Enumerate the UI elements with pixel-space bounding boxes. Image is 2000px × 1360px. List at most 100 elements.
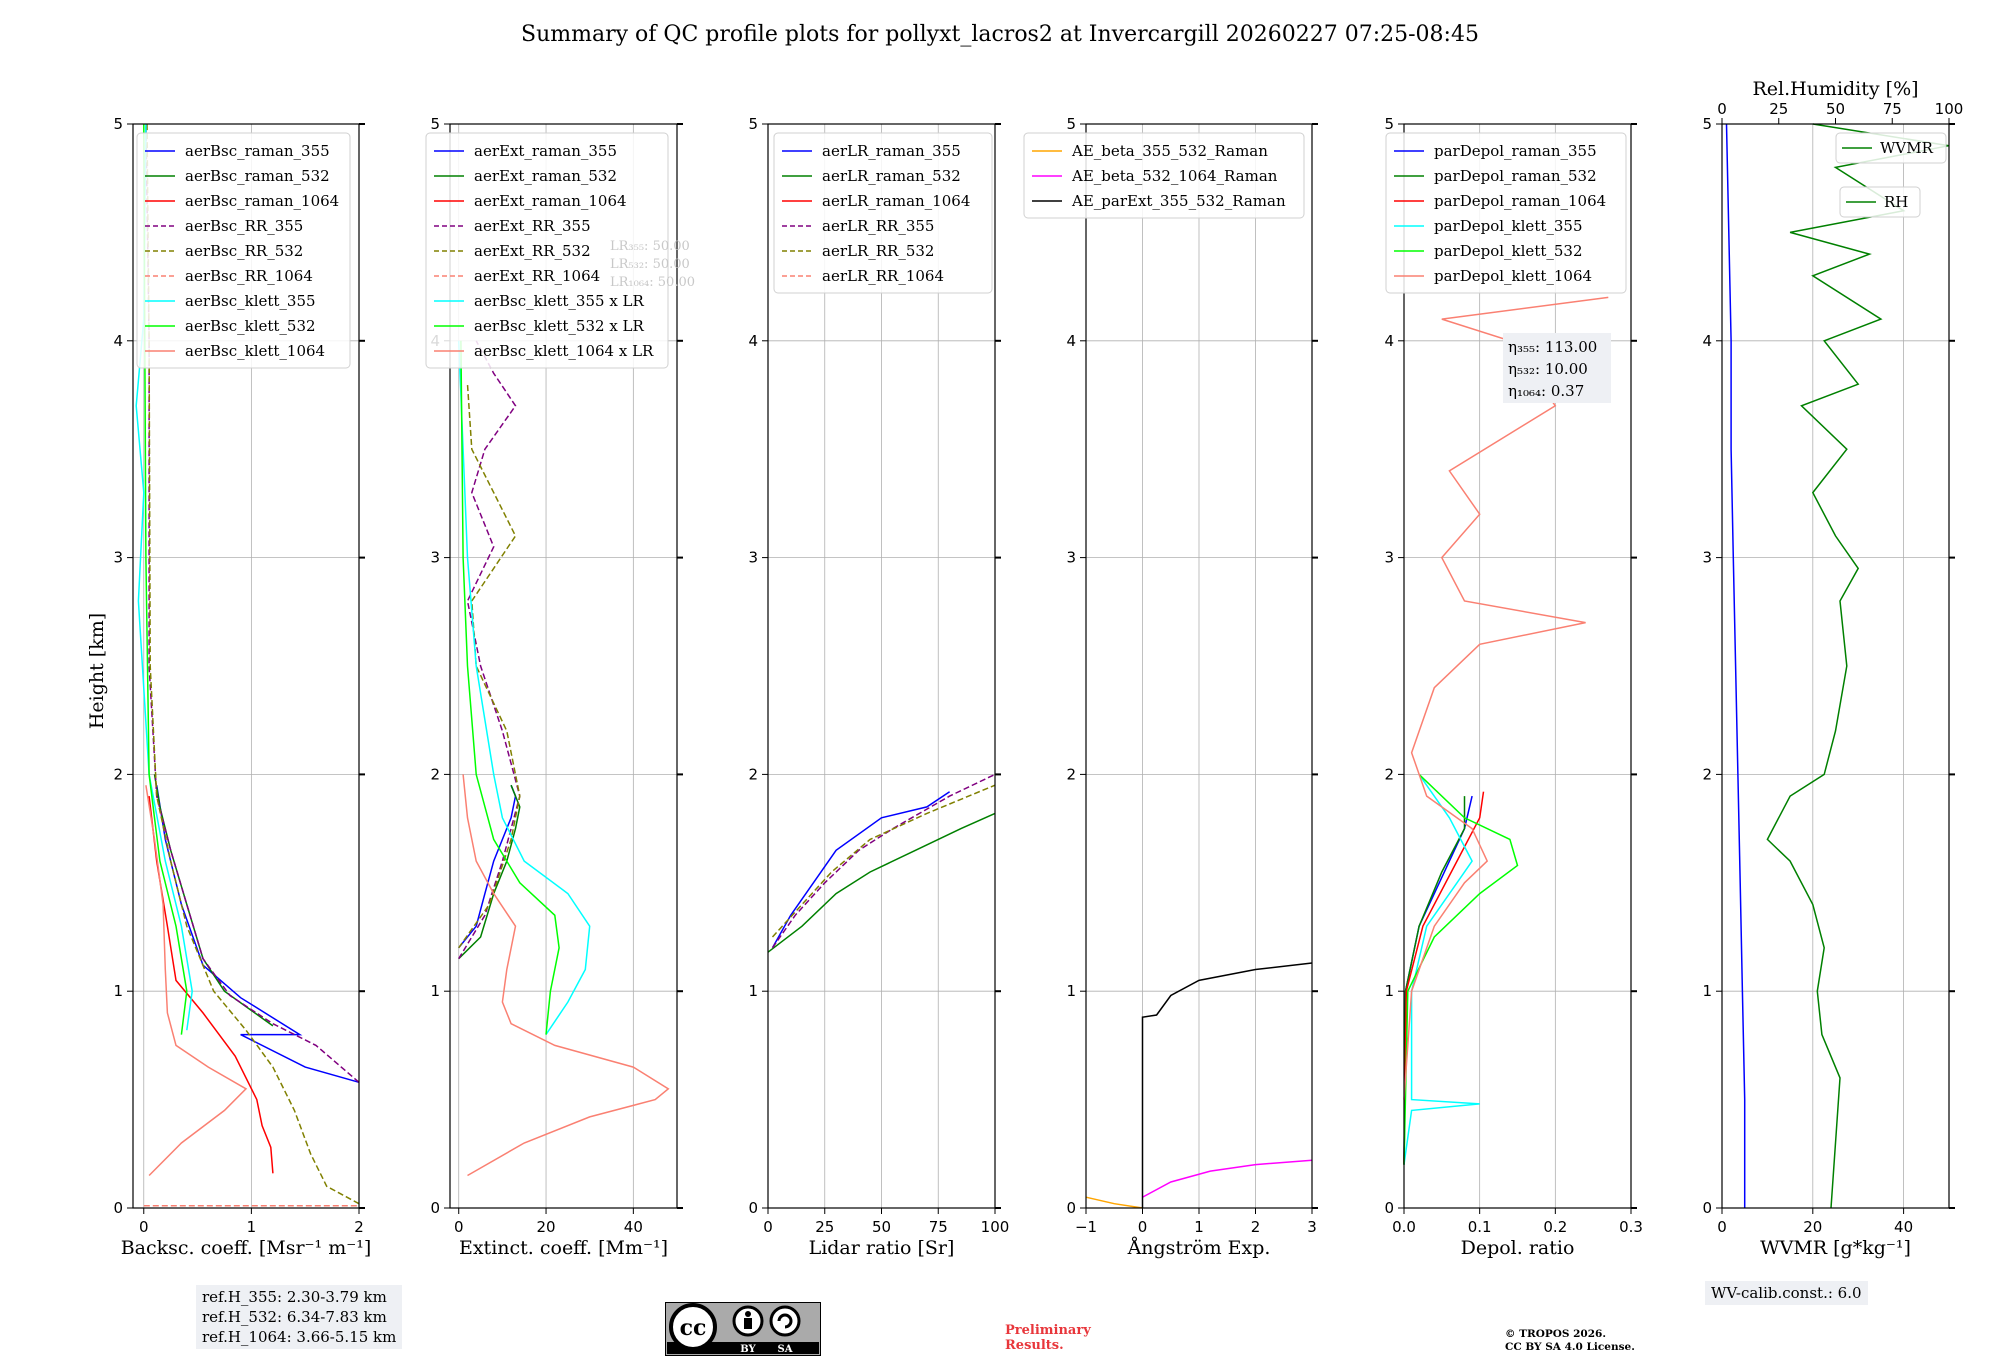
cc-by-sa-badge: cc BY SA [665,1302,821,1356]
lr-annotation: LR₁₀₆₄: 50.00 [610,275,695,290]
x-tick-label: 0 [454,1218,464,1236]
y-tick-label: 0 [1384,1199,1394,1217]
series-aerExt_raman_355 [458,784,517,949]
x-tick-label: 0 [1138,1218,1148,1236]
x-axis-label: Backsc. coeff. [Msr⁻¹ m⁻¹] [121,1237,372,1259]
legend-box [1023,132,1305,219]
copyright-line-1: © TROPOS 2026. [1505,1328,1607,1340]
y-tick-label: 4 [1702,332,1712,350]
legend-entry: aerExt_RR_1064 [474,267,600,285]
legend-entry: aerBsc_klett_355 [185,292,316,310]
x-tick-label: 2 [1251,1218,1261,1236]
legend-entry: aerBsc_klett_532 [185,317,316,335]
wv-calib-constant: WV-calib.const.: 6.0 [1711,1284,1862,1302]
series-aerLR_RR_532 [771,784,996,938]
eta-annotation: η₅₃₂: 10.00 [1508,360,1588,378]
panel-backscatter: 0 1 2 0 1 2 3 4 5 Backsc. coeff. [Msr⁻¹ m⁻¹] aerBs… [113,115,371,1259]
legend-entry: aerBsc_raman_532 [185,167,330,185]
copyright-note: © TROPOS 2026. CC BY SA 4.0 License. [1505,1328,1635,1354]
figure-title: Summary of QC profile plots for pollyxt_… [521,22,1479,47]
y-tick-label: 3 [1384,549,1394,567]
series-aerLR_RR_355 [771,773,996,949]
copyright-line-2: CC BY SA 4.0 License. [1505,1341,1635,1353]
legend-entry: aerLR_RR_532 [822,242,934,260]
y-tick-label: 0 [430,1199,440,1217]
series-aerBsc_klett_355-x-LR [457,340,591,1036]
top-axis-label: Rel.Humidity [%] [1752,78,1918,100]
ref-height-532: ref.H_532: 6.34-7.83 km [202,1308,387,1326]
lr-annotation: LR₃₅₅: 50.00 [610,239,690,254]
legend-entry: aerExt_RR_532 [474,242,591,260]
y-axis-label: Height [km] [86,613,108,729]
top-tick-label: 75 [1883,100,1902,118]
series-aerLR_raman_532 [767,812,996,953]
series-aerBsc_klett_532 [143,123,188,1035]
preliminary-line-2: Results. [1005,1338,1064,1353]
cc-glyph: cc [680,1315,707,1341]
series-parDepol_klett_532 [1403,773,1519,1165]
sa-label: SA [778,1344,793,1355]
x-axis-label: Extinct. coeff. [Mm⁻¹] [459,1237,668,1259]
eta-annotation: η₃₅₅: 113.00 [1508,338,1597,356]
legend-entry: aerExt_raman_532 [474,167,617,185]
y-tick-label: 5 [113,115,123,133]
y-tick-label: 4 [1384,332,1394,350]
x-tick-label: 25 [815,1218,834,1236]
y-tick-label: 1 [1702,982,1712,1000]
y-tick-label: 2 [1384,765,1394,783]
x-axis-label: Ångström Exp. [1127,1237,1271,1259]
x-axis-label: Depol. ratio [1461,1237,1575,1259]
preliminary-line-1: Preliminary [1005,1323,1091,1338]
x-tick-label: 0 [1717,1218,1727,1236]
legend-entry: parDepol_raman_355 [1434,142,1597,160]
y-tick-label: 5 [1702,115,1712,133]
series-AE_beta_532_1064_Raman [1142,1159,1313,1198]
legend-entry: aerBsc_klett_1064 x LR [474,342,654,360]
legend-entry: aerBsc_RR_1064 [185,267,313,285]
y-tick-label: 0 [748,1199,758,1217]
cc-circle-icon [669,1303,717,1351]
y-tick-label: 0 [113,1199,123,1217]
legend-entry: aerBsc_klett_355 x LR [474,292,645,310]
legend-entry: aerLR_raman_532 [822,167,961,185]
x-tick-label: 0 [763,1218,773,1236]
legend-entry: aerLR_RR_1064 [822,267,944,285]
legend-entry: aerBsc_RR_532 [185,242,303,260]
panel-extinction: 02040012345Extinct. coeff. [Mm⁻¹]aerExt_… [425,115,695,1259]
series-aerLR_raman_355 [771,791,951,949]
legend-entry: aerBsc_klett_532 x LR [474,317,645,335]
legend-entry: aerBsc_RR_355 [185,217,303,235]
series-aerBsc_klett_1064-x-LR [462,774,670,1177]
x-tick-label: 20 [536,1218,555,1236]
y-tick-label: 0 [1702,1199,1712,1217]
series-WVMR [1725,123,1746,1208]
series-AE_beta_355_532_Raman [1085,1196,1143,1209]
y-tick-label: 5 [748,115,758,133]
y-tick-label: 5 [1384,115,1394,133]
y-tick-label: 2 [113,765,123,783]
legend-entry: aerExt_raman_355 [474,142,617,160]
x-tick-label: 0.0 [1392,1218,1416,1236]
x-tick-label: 0.1 [1468,1218,1492,1236]
y-tick-label: 4 [1066,332,1076,350]
ref-height-1064: ref.H_1064: 3.66-5.15 km [202,1328,397,1346]
series-RH [1766,123,1950,1209]
top-tick-label: 50 [1826,100,1845,118]
y-tick-label: 1 [1066,982,1076,1000]
series-aerBsc_klett_1064 [145,785,248,1177]
legend-entry: parDepol_klett_1064 [1434,267,1592,285]
legend-box [1385,132,1627,294]
series-aerBsc_klett_532-x-LR [460,340,560,1035]
x-tick-label: 0.2 [1543,1218,1567,1236]
series-aerBsc_raman_532 [153,774,274,1027]
y-tick-label: 3 [430,549,440,567]
by-label: BY [740,1344,756,1355]
series-parDepol_klett_1064 [1403,296,1609,1100]
legend-box [425,132,669,369]
x-tick-label: 3 [1307,1218,1317,1236]
ref-height-box: ref.H_355: 2.30-3.79 km ref.H_532: 6.34-… [196,1285,403,1349]
series-aerBsc_RR_532 [146,123,360,1205]
y-tick-label: 0 [1066,1199,1076,1217]
legend-entry: aerLR_raman_1064 [822,192,970,210]
